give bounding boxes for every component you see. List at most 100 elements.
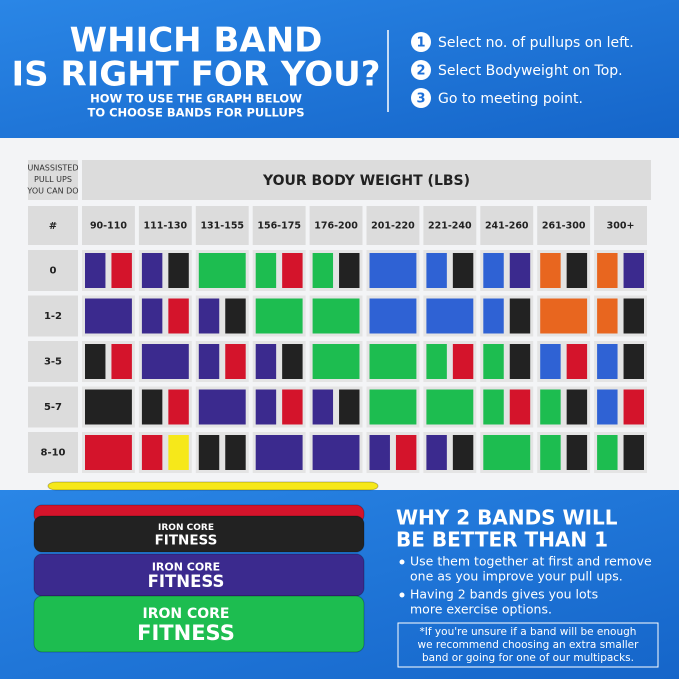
band-swatch [566,253,588,288]
band-swatch [255,298,303,334]
row-label: 8-10 [40,448,65,459]
band-swatch [483,344,504,379]
step-circle [411,32,431,52]
band-swatch [111,253,132,288]
band-swatch [225,298,246,334]
column-label: 300+ [607,221,635,232]
hash: # [49,221,57,232]
band-swatch [540,253,561,288]
band-swatch [597,344,618,379]
band-swatch [369,253,417,288]
brand-text: IRON CORE [158,523,214,533]
step-circle [411,60,431,80]
column-label: 131-155 [200,221,244,232]
band-swatch [597,389,618,425]
band-swatch [255,344,277,379]
band-swatch [312,298,360,334]
column-cell [195,206,249,245]
hash-cell [28,206,78,245]
band-swatch [623,344,644,379]
band-swatch [426,298,474,334]
band-swatch [540,344,561,379]
band-swatch [509,298,531,334]
column-cell [252,206,306,245]
row-cell [28,295,78,337]
band-swatch [369,298,417,334]
step-number: 2 [416,64,425,79]
column-cell [138,206,192,245]
band-swatch [282,389,303,425]
band-swatch [566,389,588,425]
step-number: 1 [416,36,425,51]
row-label: 3-5 [44,357,62,368]
row-cell [28,432,78,473]
band-swatch [141,344,189,379]
column-cell [82,206,135,245]
band-swatch [339,253,360,288]
bullet-dot [399,559,405,565]
band-swatch [168,435,189,470]
step-text: Select no. of pullups on left. [438,35,634,51]
band-swatch [312,389,334,425]
column-cell [366,206,420,245]
band-product [33,595,365,653]
subtitle: HOW TO USE THE GRAPH BELOW [90,92,302,106]
band-swatch [198,435,220,470]
band-swatch [168,389,189,425]
column-label: 111-130 [144,221,188,232]
band-product [47,481,379,491]
band-swatch [255,253,277,288]
band-swatch [426,253,447,288]
brand-text: FITNESS [148,572,225,591]
band-swatch [225,435,246,470]
column-cell [537,206,591,245]
band-swatch [509,389,531,425]
band-swatch [225,344,246,379]
title: WHICH BAND [70,21,323,61]
why-title: WHY 2 BANDS WILL [396,506,618,530]
band-swatch [198,298,220,334]
band-swatch [623,298,644,334]
band-swatch [483,389,504,425]
band-swatch [597,298,618,334]
column-cell [594,206,647,245]
column-cell [423,206,477,245]
band-swatch [483,435,531,470]
band-swatch [141,435,163,470]
band-swatch [540,389,561,425]
bullet-text: Use them together at first and remove [410,554,652,569]
band-swatch [623,435,644,470]
weight-title: YOUR BODY WEIGHT (LBS) [262,173,470,189]
band-swatch [168,298,189,334]
band-swatch [85,298,132,334]
brand-text: IRON CORE [152,560,220,573]
bullet-text: more exercise options. [410,602,552,617]
corner-text: UNASSISTED [27,164,78,173]
band-swatch [198,344,220,379]
band-swatch [540,435,561,470]
column-label: 241-260 [485,221,529,232]
row-cell [28,341,78,382]
band-swatch [85,253,106,288]
brand-text: FITNESS [137,621,235,645]
band-swatch [395,435,417,470]
bullet-text: Having 2 bands gives you lots [410,587,598,602]
column-label: 201-220 [371,221,415,232]
band-swatch [282,344,303,379]
band-swatch [369,435,390,470]
column-cell [480,206,534,245]
band-swatch [597,435,618,470]
band-swatch [540,298,588,334]
column-label: 156-175 [257,221,301,232]
bullet-text: one as you improve your pull ups. [410,569,623,584]
band-swatch [312,435,360,470]
band-swatch [339,389,360,425]
band-swatch [623,253,644,288]
band-swatch [566,344,588,379]
corner-cell [28,160,78,200]
band-swatch [312,253,334,288]
weight-title-cell [82,160,651,200]
note-text: band or going for one of our multipacks. [422,652,634,664]
band-swatch [452,344,474,379]
band-swatch [426,389,474,425]
